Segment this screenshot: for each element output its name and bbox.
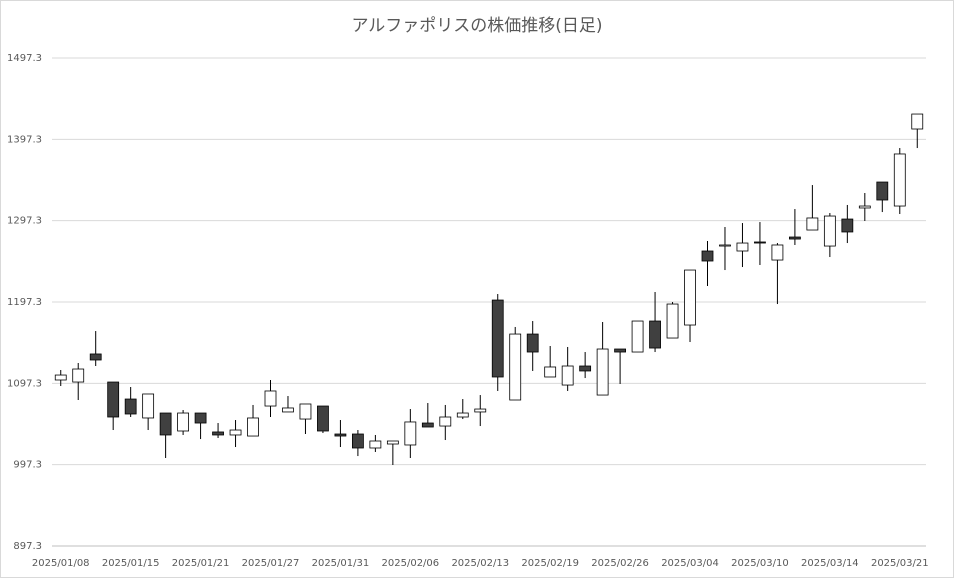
candle-body bbox=[719, 244, 731, 247]
candle-body bbox=[89, 353, 102, 361]
candle-body bbox=[841, 218, 854, 233]
x-tick-label: 2025/03/14 bbox=[801, 558, 859, 569]
candle-body bbox=[421, 422, 434, 428]
y-tick-label: 1297.3 bbox=[7, 216, 42, 227]
candle-body bbox=[858, 205, 871, 209]
y-tick-label: 997.3 bbox=[13, 460, 42, 471]
candle-body bbox=[614, 348, 626, 353]
candle-body bbox=[876, 181, 889, 201]
candle-body bbox=[561, 365, 574, 386]
x-tick-label: 2025/01/21 bbox=[172, 558, 230, 569]
candle-body bbox=[317, 405, 329, 432]
candle-body bbox=[194, 412, 207, 424]
x-tick-label: 2025/02/13 bbox=[451, 558, 509, 569]
candle-body bbox=[351, 433, 364, 449]
x-tick-label: 2025/02/06 bbox=[382, 558, 440, 569]
candle-body bbox=[544, 366, 557, 378]
candle-body bbox=[334, 433, 347, 437]
x-tick-label: 2025/01/08 bbox=[32, 558, 90, 569]
candle-body bbox=[579, 365, 592, 372]
x-tick-label: 2025/01/27 bbox=[242, 558, 300, 569]
candle-body bbox=[474, 408, 487, 413]
y-tick-label: 1197.3 bbox=[7, 297, 42, 308]
candle-body bbox=[771, 244, 784, 261]
candle-body bbox=[666, 303, 679, 339]
candle-body bbox=[789, 236, 801, 240]
candle-body bbox=[386, 440, 399, 445]
candle-body bbox=[823, 215, 836, 247]
candle-body bbox=[142, 393, 155, 419]
candle-body bbox=[911, 113, 924, 130]
candle-body bbox=[701, 250, 714, 262]
candle-body bbox=[491, 299, 504, 378]
candle-body bbox=[229, 429, 242, 436]
candle-body bbox=[369, 440, 382, 449]
y-tick-label: 1497.3 bbox=[7, 53, 42, 64]
x-tick-label: 2025/03/04 bbox=[661, 558, 719, 569]
x-tick-label: 2025/03/21 bbox=[871, 558, 929, 569]
candle-body bbox=[247, 417, 259, 437]
candle-body bbox=[439, 416, 452, 427]
y-tick-label: 1097.3 bbox=[7, 378, 42, 389]
candle-body bbox=[649, 320, 661, 349]
candle-body bbox=[526, 333, 539, 353]
candle-body bbox=[299, 403, 312, 420]
candle-body bbox=[159, 412, 172, 436]
candle-body bbox=[54, 374, 67, 381]
candle-body bbox=[509, 333, 522, 401]
x-tick-label: 2025/01/31 bbox=[312, 558, 370, 569]
candle-body bbox=[631, 320, 644, 353]
x-tick-label: 2025/02/19 bbox=[521, 558, 579, 569]
candle-body bbox=[684, 269, 696, 326]
candle-body bbox=[107, 381, 120, 418]
candle-body bbox=[596, 348, 609, 396]
y-tick-label: 1397.3 bbox=[7, 134, 42, 145]
candle-body bbox=[264, 390, 277, 407]
y-tick-label: 897.3 bbox=[13, 541, 42, 552]
candle-body bbox=[124, 398, 137, 415]
candle-body bbox=[806, 217, 819, 231]
candle-body bbox=[212, 431, 224, 436]
candle-body bbox=[456, 412, 469, 418]
candle-body bbox=[177, 412, 190, 432]
candle-body bbox=[893, 153, 906, 207]
candle-body bbox=[282, 407, 294, 413]
candle-body bbox=[72, 368, 85, 383]
x-tick-label: 2025/02/26 bbox=[591, 558, 649, 569]
candle-body bbox=[404, 421, 417, 446]
candle-body bbox=[754, 241, 766, 244]
chart-title: アルファポリスの株価推移(日足) bbox=[351, 16, 602, 36]
x-tick-label: 2025/03/10 bbox=[731, 558, 789, 569]
candle-body bbox=[736, 242, 749, 252]
x-tick-label: 2025/01/15 bbox=[102, 558, 160, 569]
